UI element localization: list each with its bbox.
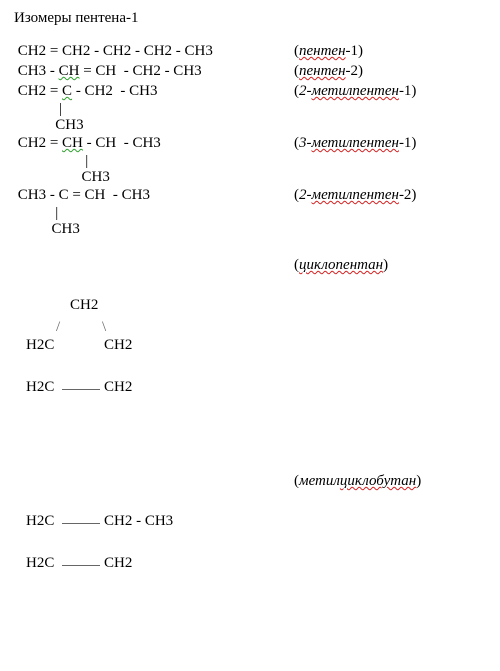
cbutane-node-ul: H2C (26, 511, 54, 531)
cyclo-node-lr: CH2 (104, 377, 132, 397)
cbutane-node-ur: CH2 - CH3 (104, 511, 173, 531)
cbutane-bond-bottom (62, 565, 100, 566)
isomer-label: (2-метилпентен-1) (294, 81, 416, 101)
methylcyclobutane-row: H2C CH2 - CH3 H2C CH2 (метилциклобутан) (14, 471, 486, 613)
isomer-formula: CH2 = C - CH2 - CH3 (14, 81, 294, 101)
cyclo-node-top: CH2 (70, 295, 98, 315)
cyclo-bond-ur: \ (102, 317, 106, 337)
isomer-branch-line: CH3 (14, 221, 486, 237)
isomer-row: CH3 - CH = CH - CH2 - CH3(пентен-2) (14, 61, 486, 81)
document-page: Изомеры пентена-1 CH2 = CH2 - CH2 - CH2 … (0, 0, 500, 623)
isomer-label: (3-метилпентен-1) (294, 133, 416, 153)
isomer-row: CH3 - C = CH - CH3(2-метилпентен-2) (14, 185, 486, 205)
cyclopentane-diagram: CH2 / \ H2C CH2 H2C CH2 (14, 295, 174, 405)
cyclo-node-ll: H2C (26, 377, 54, 397)
methylcyclobutane-label: (метилциклобутан) (294, 471, 421, 491)
cbutane-node-ll: H2C (26, 553, 54, 573)
isomer-label: (пентен-2) (294, 61, 363, 81)
cyclo-bond-bottom (62, 389, 100, 390)
cyclo-bond-ul: / (56, 317, 60, 337)
cbutane-node-lr: CH2 (104, 553, 132, 573)
methylcyclobutane-diagram: H2C CH2 - CH3 H2C CH2 (14, 511, 234, 573)
cyclo-node-ur: CH2 (104, 335, 132, 355)
cyclopentane-label: (циклопентан) (294, 255, 388, 275)
isomer-formula: CH2 = CH2 - CH2 - CH2 - CH3 (14, 41, 294, 61)
isomer-branch-line: CH3 (14, 169, 486, 185)
isomer-list: CH2 = CH2 - CH2 - CH2 - CH3(пентен-1) CH… (14, 41, 486, 237)
isomer-formula: CH2 = CH - CH - CH3 (14, 133, 294, 153)
isomer-row: CH2 = CH2 - CH2 - CH2 - CH3(пентен-1) (14, 41, 486, 61)
isomer-branch-line: | (14, 101, 486, 117)
isomer-label: (пентен-1) (294, 41, 363, 61)
isomer-branch-line: | (14, 205, 486, 221)
isomer-label: (2-метилпентен-2) (294, 185, 416, 205)
isomer-row: CH2 = CH - CH - CH3(3-метилпентен-1) (14, 133, 486, 153)
page-title: Изомеры пентена-1 (14, 10, 486, 27)
isomer-row: CH2 = C - CH2 - CH3(2-метилпентен-1) (14, 81, 486, 101)
cbutane-bond-top (62, 523, 100, 524)
isomer-branch-line: | (14, 153, 486, 169)
cyclopentane-row: CH2 / \ H2C CH2 H2C CH2 (циклопентан) (14, 255, 486, 445)
cyclo-node-ul: H2C (26, 335, 54, 355)
isomer-branch-line: CH3 (14, 117, 486, 133)
isomer-formula: CH3 - CH = CH - CH2 - CH3 (14, 61, 294, 81)
isomer-formula: CH3 - C = CH - CH3 (14, 185, 294, 205)
